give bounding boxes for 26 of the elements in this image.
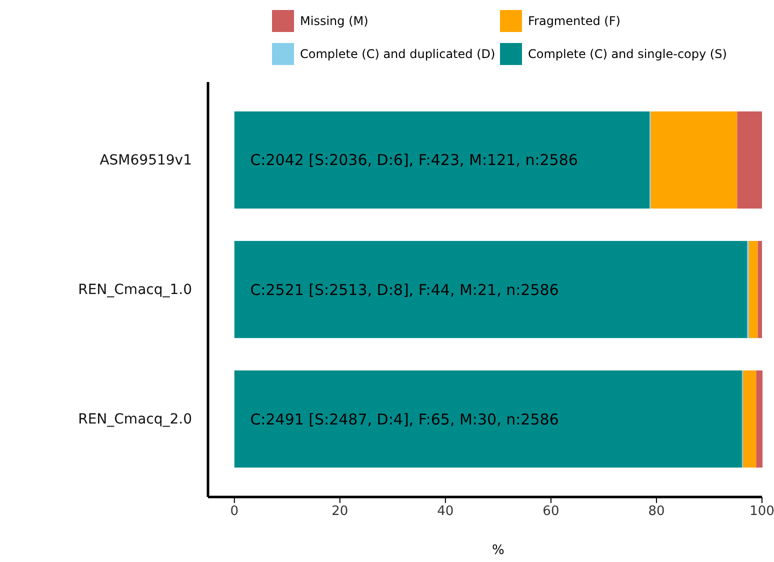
bar (650, 111, 738, 209)
x-tick-label: 40 (437, 504, 454, 520)
x-axis-title: % (492, 543, 504, 558)
y-tick-label: REN_Cmacq_1.0 (78, 282, 192, 298)
legend-label: Missing (M) (300, 14, 368, 28)
x-tick-label: 20 (332, 504, 348, 520)
x-tick-label: 0 (230, 504, 239, 520)
bar (756, 370, 763, 468)
bar (234, 111, 650, 209)
bar (234, 370, 742, 468)
legend-label: Complete (C) and single-copy (S) (528, 47, 727, 62)
bar (743, 370, 756, 468)
bar (737, 111, 762, 209)
bar (758, 240, 762, 338)
annotation: C:2491 [S:2487, D:4], F:65, M:30, n:2586 (250, 410, 559, 428)
x-tick-label: 100 (750, 504, 774, 520)
bar (234, 240, 748, 338)
annotation: C:2521 [S:2513, D:8], F:44, M:21, n:2586 (250, 280, 559, 299)
legend-label: Fragmented (F) (528, 14, 620, 28)
x-tick-label: 80 (648, 504, 665, 520)
annotation: C:2042 [S:2036, D:6], F:423, M:121, n:2586 (250, 151, 578, 170)
y-tick-label: ASM69519v1 (100, 152, 192, 168)
legend-label: Complete (C) and duplicated (D) (300, 47, 496, 62)
y-tick-label: REN_Cmacq_2.0 (78, 411, 192, 428)
x-tick-label: 60 (542, 504, 560, 520)
bar (748, 240, 758, 338)
